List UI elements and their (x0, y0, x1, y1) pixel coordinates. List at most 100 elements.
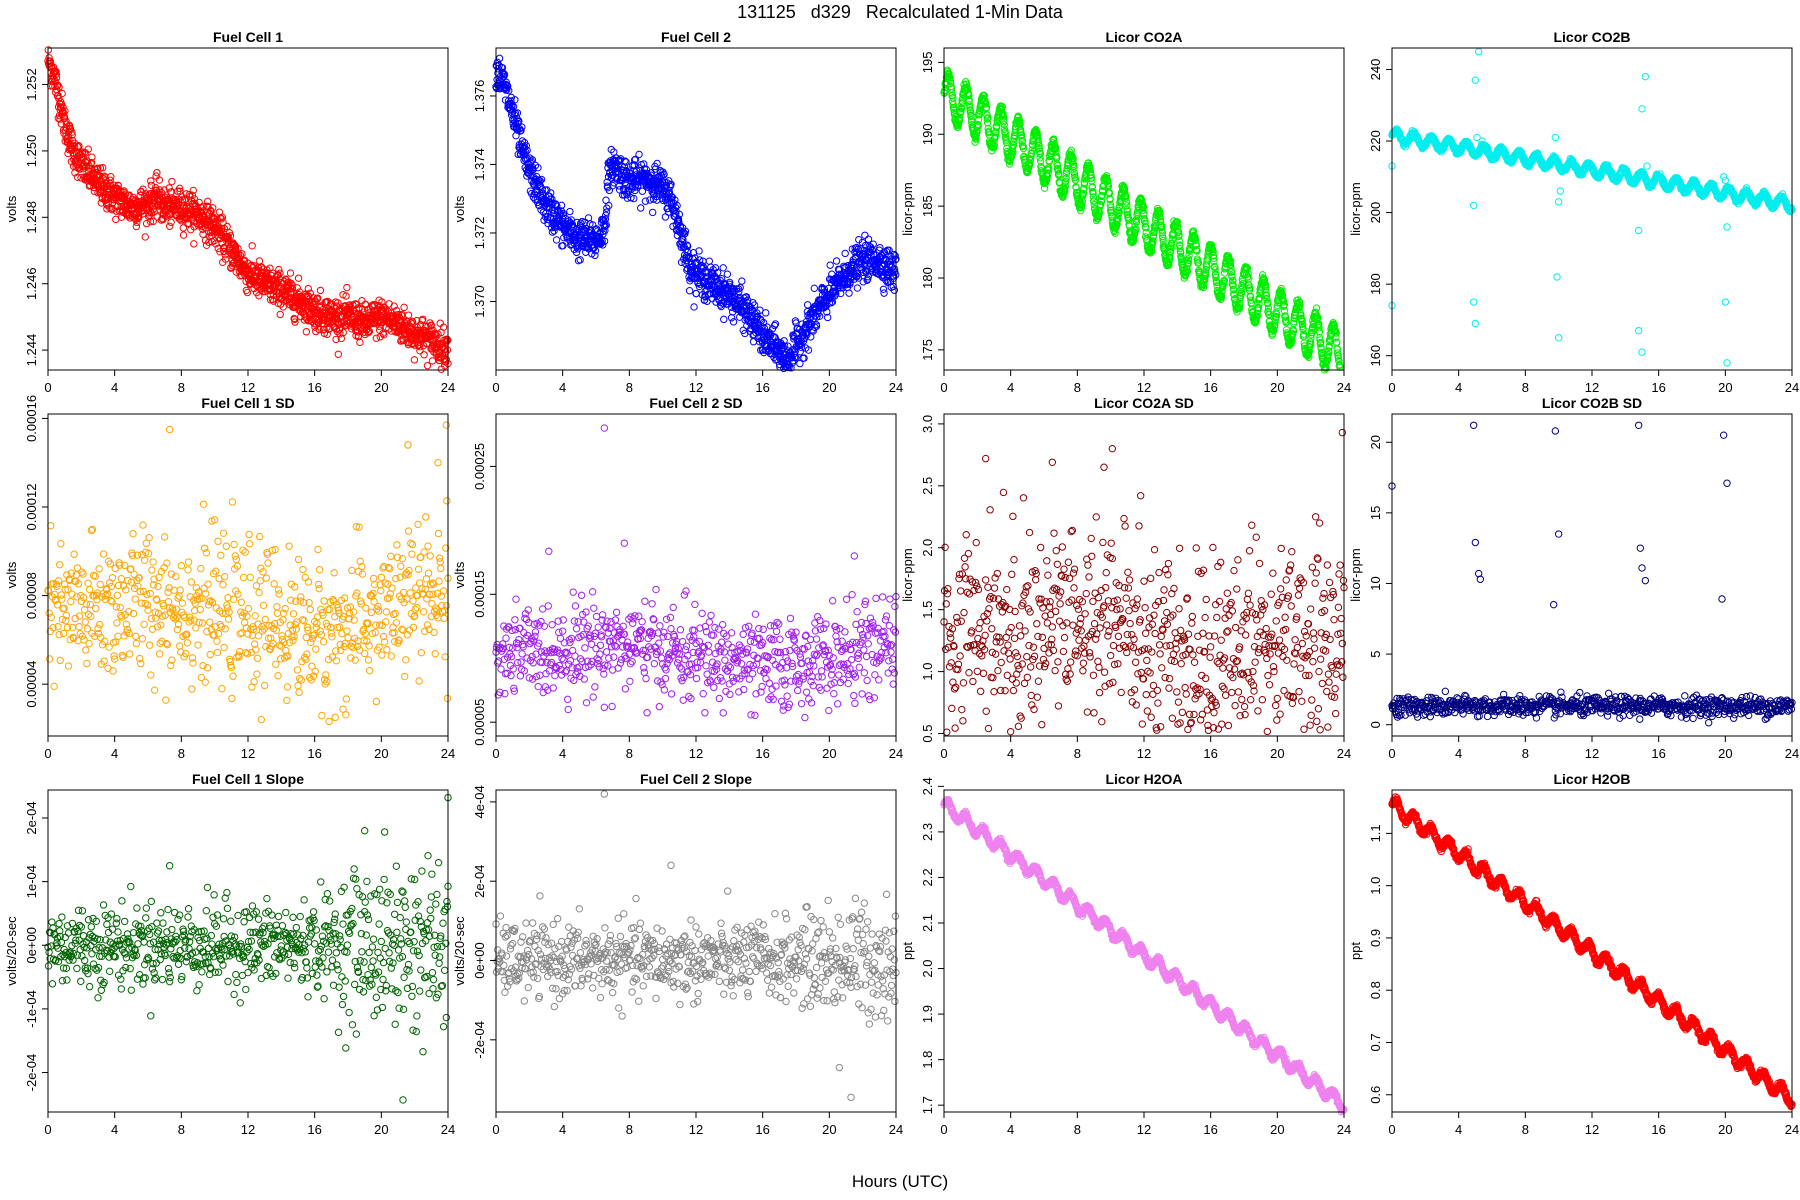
data-point (1227, 267, 1236, 276)
data-point (1288, 331, 1297, 339)
data-point (602, 221, 610, 229)
data-point (400, 303, 408, 312)
data-point (1000, 116, 1008, 124)
data-point (958, 99, 966, 108)
data-point (1226, 261, 1235, 269)
data-point (211, 219, 220, 227)
data-point (511, 96, 519, 104)
data-point (705, 257, 714, 265)
data-point (617, 155, 625, 163)
data-point (1213, 278, 1221, 286)
data-point (1072, 184, 1080, 192)
data-point (146, 217, 155, 226)
data-point (61, 107, 69, 115)
x-tick-label: 12 (689, 380, 703, 395)
data-point (1260, 275, 1268, 284)
data-point (1298, 317, 1306, 325)
data-point (1246, 284, 1254, 292)
data-point (1335, 361, 1344, 369)
data-point (804, 346, 813, 354)
data-point (428, 357, 437, 365)
data-point (365, 327, 374, 336)
data-point (52, 70, 61, 78)
data-point (517, 126, 525, 135)
data-points (492, 54, 900, 373)
data-point (1332, 329, 1340, 337)
x-tick-label: 20 (1270, 380, 1284, 395)
data-point (835, 266, 844, 274)
data-point (1201, 271, 1210, 279)
data-point (1141, 219, 1149, 228)
data-point (876, 243, 884, 252)
data-point (1045, 157, 1053, 166)
data-point (711, 264, 720, 272)
data-point (1185, 256, 1193, 265)
data-point (268, 295, 277, 304)
x-tick-label: 4 (559, 380, 566, 395)
data-point (1191, 233, 1199, 241)
data-point (1245, 281, 1253, 289)
data-point (419, 315, 427, 323)
data-point (787, 364, 795, 372)
data-point (179, 231, 188, 239)
data-point (999, 113, 1008, 121)
data-point (845, 289, 853, 297)
data-point (436, 319, 444, 327)
data-point (1070, 164, 1078, 172)
data-point (861, 231, 869, 239)
x-tick-label: 24 (441, 380, 455, 395)
data-point (45, 54, 53, 62)
data-point (756, 306, 764, 314)
data-point (950, 106, 958, 114)
data-point (771, 320, 780, 328)
data-point (759, 318, 768, 327)
data-point (1050, 135, 1058, 143)
data-point (823, 313, 832, 322)
y-tick-label: 1.376 (472, 80, 487, 113)
x-tick-label: 20 (822, 380, 836, 395)
data-point (1235, 304, 1244, 313)
data-point (1054, 167, 1062, 175)
data-point (552, 236, 561, 244)
data-point (160, 186, 168, 194)
data-point (982, 103, 991, 112)
data-point (94, 164, 102, 172)
data-point (1217, 293, 1226, 301)
data-point (332, 335, 340, 344)
data-point (1096, 200, 1105, 209)
data-point (832, 290, 840, 298)
data-point (967, 111, 975, 119)
data-point (106, 176, 114, 184)
data-point (675, 210, 684, 219)
panel-fc2: Fuel Cell 20 4 8 12 16 20 241.3701.3721.3741.3… (452, 29, 903, 395)
y-tick-label: 1.370 (472, 285, 487, 318)
data-point (1271, 321, 1279, 329)
data-point (1295, 298, 1304, 306)
data-point (890, 265, 899, 273)
data-point (972, 135, 980, 143)
data-point (537, 175, 546, 184)
data-point (199, 202, 207, 211)
data-point (183, 202, 191, 211)
data-point (1026, 160, 1034, 168)
data-point (691, 254, 699, 262)
data-point (750, 301, 759, 309)
x-tick-label: 24 (1337, 380, 1351, 395)
data-point (54, 81, 62, 89)
data-point (1036, 150, 1045, 158)
data-point (626, 169, 635, 177)
data-point (812, 322, 821, 330)
x-tick-label: 4 (1007, 380, 1014, 395)
data-point (1315, 323, 1323, 332)
data-point (880, 289, 888, 297)
data-point (423, 361, 432, 370)
data-point (380, 331, 388, 339)
data-point (1098, 191, 1106, 200)
data-point (648, 208, 657, 217)
data-point (107, 173, 115, 181)
data-point (304, 284, 312, 293)
data-point (1191, 236, 1200, 244)
data-point (135, 213, 143, 222)
data-point (301, 291, 309, 299)
